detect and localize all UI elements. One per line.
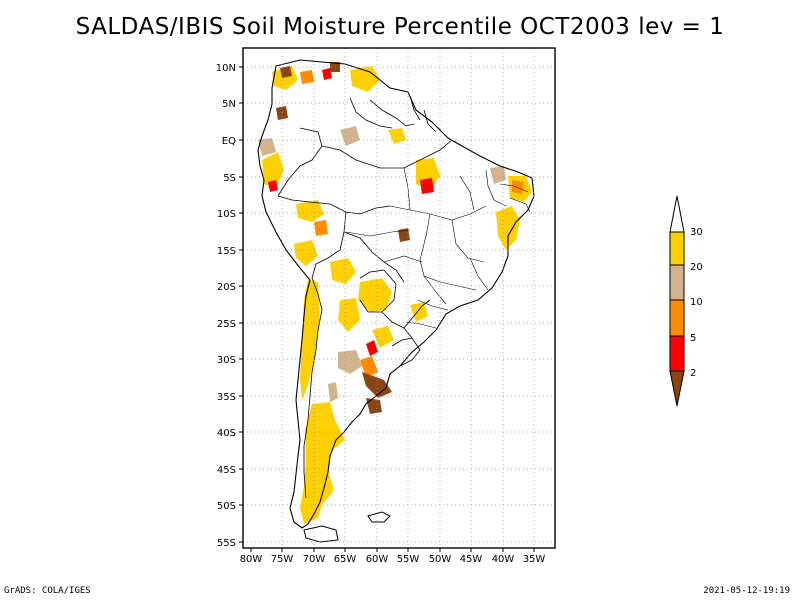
field-peru [294, 240, 318, 266]
field-tan-argentina [338, 350, 362, 374]
lon-label-55w: 55W [397, 554, 420, 565]
lon-label-70w: 70W [303, 554, 326, 565]
lat-label-5s: 5S [223, 173, 236, 184]
field-red-north [322, 68, 332, 80]
country-borders [277, 95, 453, 499]
lon-label-45w: 45W [460, 554, 483, 565]
field-orange-ne [512, 180, 524, 194]
state-borders [345, 167, 531, 329]
field-tan-guiana [340, 126, 360, 146]
colorbar-bin-10-20 [669, 264, 685, 301]
field-north-coast [272, 66, 298, 90]
colorbar-label-30: 30 [690, 227, 703, 238]
field-red-bahia [420, 178, 434, 194]
lon-label-40w: 40W [492, 554, 515, 565]
lat-label-50s: 50S [217, 501, 236, 512]
colorbar-label-10: 10 [690, 297, 703, 308]
colorbar-top-arrow [669, 195, 685, 233]
field-bolivia [330, 258, 356, 284]
lon-label-75w: 75W [271, 554, 294, 565]
field-venezuela [350, 66, 380, 92]
lat-lon-grid [243, 48, 555, 548]
lat-label-10s: 10S [217, 209, 236, 220]
colorbar-label-20: 20 [690, 262, 703, 273]
field-tan-brazil [490, 166, 506, 184]
footer-timestamp: 2021-05-12-19:19 [703, 586, 790, 596]
footer-credit: GrADS: COLA/IGES [4, 586, 91, 596]
lat-label-45s: 45S [217, 465, 236, 476]
colorbar: 30 20 10 5 2 [669, 195, 703, 407]
falklands-outline [367, 511, 391, 523]
field-brown-pampas [366, 398, 382, 414]
colorbar-label-5: 5 [690, 333, 696, 344]
field-brown-central [398, 228, 410, 242]
tierra-del-fuego-outline [303, 525, 339, 543]
frame-ticks [239, 66, 535, 552]
lon-label-65w: 65W [334, 554, 357, 565]
field-patagonia [300, 402, 345, 524]
field-orange-amazon [314, 220, 328, 236]
lat-label-30s: 30S [217, 355, 236, 366]
field-orange-pampas [360, 356, 378, 378]
field-pampas [338, 298, 360, 332]
field-colombia [262, 152, 284, 188]
lat-label-5n: 5N [222, 99, 236, 110]
lat-label-15s: 15S [217, 246, 236, 257]
colorbar-bin-5-10 [669, 299, 685, 337]
lat-label-25s: 25S [217, 319, 236, 330]
colorbar-label-2: 2 [690, 368, 696, 379]
colorbar-bin-20-30 [669, 231, 685, 266]
field-red-colombia [268, 180, 278, 192]
colorbar-bin-2-5 [669, 335, 685, 372]
field-brown-north [280, 66, 292, 78]
field-uruguay [410, 302, 428, 322]
lat-label-20s: 20S [217, 282, 236, 293]
field-amazon [296, 200, 324, 222]
lat-label-40s: 40S [217, 428, 236, 439]
lon-label-50w: 50W [429, 554, 452, 565]
map-title: SALDAS/IBIS Soil Moisture Percentile OCT… [75, 14, 725, 40]
lon-label-60w: 60W [366, 554, 389, 565]
lat-label-55s: 55S [217, 538, 236, 549]
field-guiana [388, 128, 406, 144]
field-paraguay [358, 278, 392, 312]
map-frame [242, 47, 556, 549]
lon-label-80w: 80W [240, 554, 263, 565]
field-orange-north [300, 70, 314, 84]
colorbar-bottom-arrow [669, 370, 685, 407]
field-red-argentina [366, 340, 378, 356]
lon-label-35w: 35W [523, 554, 546, 565]
field-east-brazil [496, 206, 520, 250]
lat-label-35s: 35S [217, 392, 236, 403]
field-south-brazil [372, 326, 394, 348]
field-tan-chile [328, 382, 338, 402]
lat-label-10n: 10N [216, 63, 236, 74]
lat-label-eq: EQ [222, 136, 236, 147]
field-tan-colombia [258, 138, 276, 156]
